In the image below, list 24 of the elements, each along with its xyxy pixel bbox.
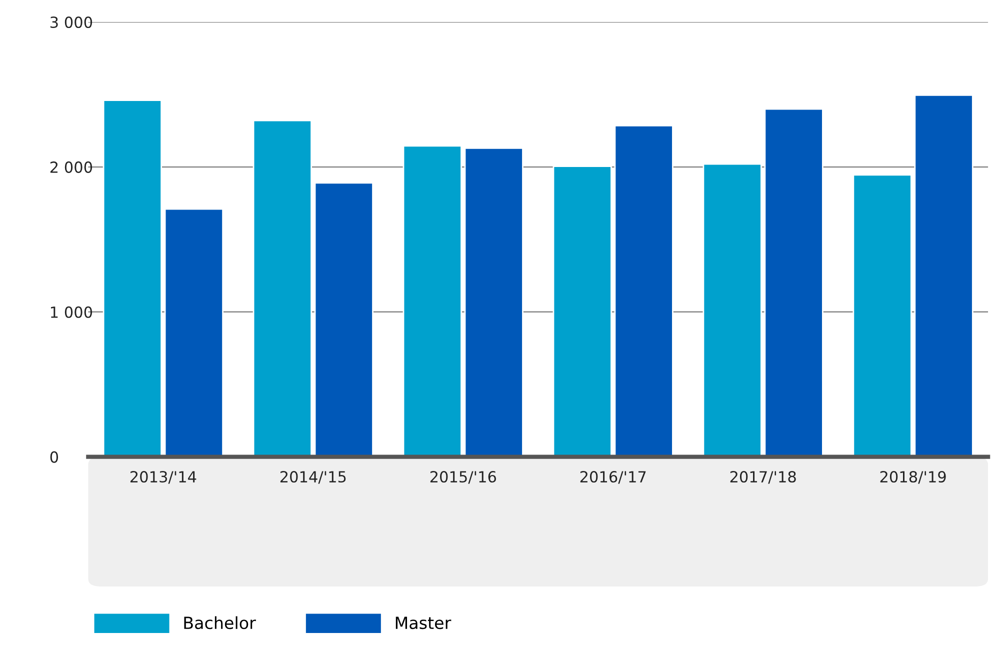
bar <box>464 147 524 457</box>
x-tick-label: 2014/'15 <box>280 471 346 484</box>
y-tick-label: 1 000 <box>50 306 92 318</box>
bar <box>314 182 374 457</box>
bar <box>552 166 612 457</box>
bar <box>852 174 912 457</box>
bar <box>702 163 762 457</box>
bar <box>914 94 974 457</box>
y-tick-label: 3 000 <box>50 16 92 28</box>
bar <box>402 145 462 457</box>
legend-label: Bachelor <box>184 616 256 630</box>
bar <box>102 100 162 457</box>
x-tick-label: 2015/'16 <box>430 471 496 484</box>
bar <box>764 108 824 457</box>
bar <box>164 208 224 457</box>
y-tick-label: 0 <box>50 451 58 463</box>
x-tick-label: 2016/'17 <box>580 471 646 484</box>
x-tick-label: 2013/'14 <box>130 471 196 484</box>
bar <box>252 120 312 457</box>
y-tick-label: 2 000 <box>50 161 92 173</box>
legend-label: Master <box>396 616 452 630</box>
x-tick-label: 2017/'18 <box>730 471 796 484</box>
x-tick-label: 2018/'19 <box>880 471 946 484</box>
bar <box>614 124 674 457</box>
